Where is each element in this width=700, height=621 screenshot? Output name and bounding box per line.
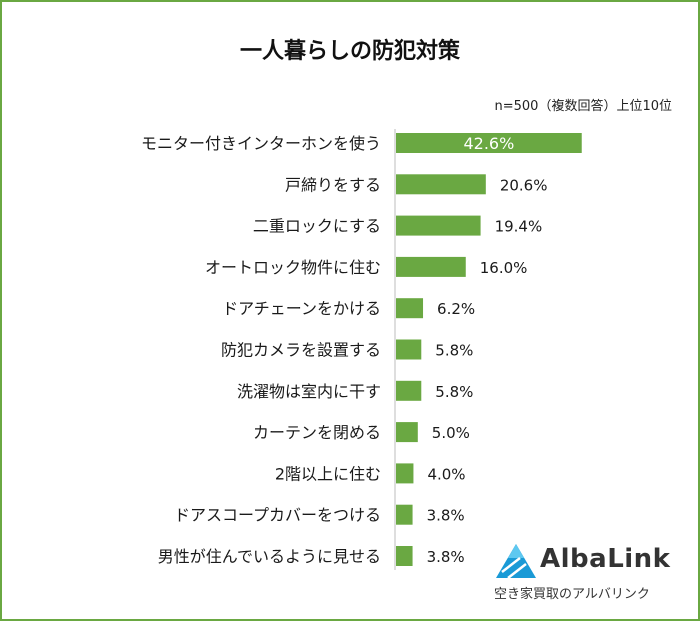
value-label: 5.8%: [435, 383, 473, 401]
category-label: 男性が住んでいるように見せる: [158, 547, 381, 566]
value-label: 5.0%: [432, 424, 470, 442]
bar: [396, 463, 414, 484]
category-label: カーテンを閉める: [253, 423, 381, 442]
bar: [396, 133, 582, 153]
category-label: 防犯カメラを設置する: [221, 341, 381, 360]
value-label: 16.0%: [480, 259, 528, 277]
value-label: 6.2%: [437, 300, 475, 318]
category-label: オートロック物件に住む: [205, 258, 381, 277]
bar: [396, 215, 481, 236]
bar: [396, 174, 486, 195]
bar: [396, 504, 413, 525]
bar: [396, 298, 424, 319]
bar: [396, 256, 466, 277]
logo-subtitle: 空き家買取のアルバリンク: [494, 587, 650, 602]
value-label: 5.8%: [435, 342, 473, 360]
category-label: 戸締りをする: [285, 175, 381, 194]
category-label: 2階以上に住む: [275, 464, 381, 483]
logo-wordmark: AlbaLink: [540, 544, 671, 574]
value-label: 20.6%: [500, 176, 548, 194]
bar: [396, 339, 422, 360]
triangle-logo-icon: [496, 544, 536, 579]
value-label: 3.8%: [427, 507, 465, 525]
bar: [396, 380, 422, 401]
value-label: 19.4%: [495, 218, 543, 236]
category-label: 二重ロックにする: [253, 217, 381, 236]
value-label: 42.6%: [463, 134, 514, 153]
value-label: 4.0%: [427, 465, 465, 483]
bar: [396, 546, 413, 566]
value-label: 3.8%: [427, 548, 465, 566]
category-label: モニター付きインターホンを使う: [141, 134, 381, 153]
sample-note: n=500（複数回答）上位10位: [494, 99, 673, 114]
chart-title: 一人暮らしの防犯対策: [239, 39, 460, 64]
category-label: ドアチェーンをかける: [222, 299, 381, 318]
bar: [396, 422, 418, 443]
albalink-logo: AlbaLink 空き家買取のアルバリンク: [488, 540, 688, 610]
category-label: ドアスコープカバーをつける: [174, 506, 381, 525]
category-label: 洗濯物は室内に干す: [237, 382, 381, 401]
